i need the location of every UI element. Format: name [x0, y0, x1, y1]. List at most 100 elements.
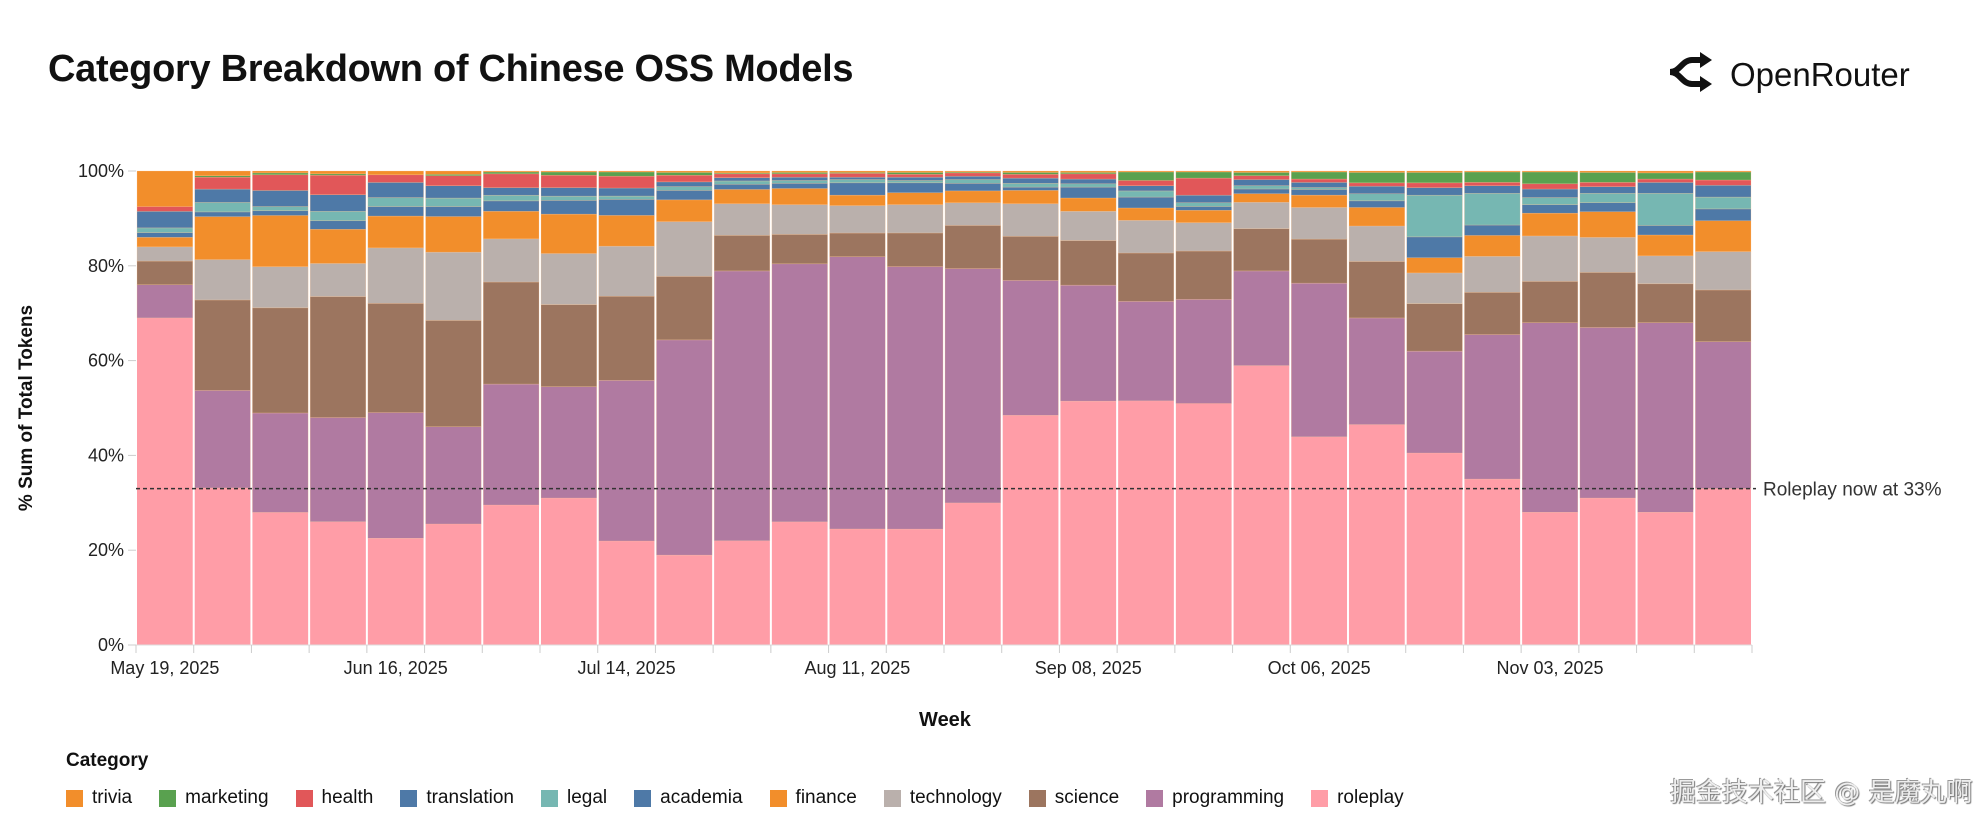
bar-segment-legal [771, 180, 828, 184]
bar-segment-legal [1002, 183, 1059, 188]
bar-segment-finance [1637, 234, 1694, 257]
bar-segment-health [1579, 182, 1636, 187]
bar-segment-translation [887, 176, 944, 181]
bar-segment-trivia [309, 170, 367, 175]
bar-segment-marketing [1695, 171, 1752, 181]
bar-segment-technology [1406, 272, 1463, 304]
bar-segment-marketing [1521, 171, 1579, 185]
bar-segment-trivia [1060, 170, 1117, 173]
bar-segment-legal [713, 180, 771, 185]
bar-segment-translation [656, 181, 713, 187]
bar-segment-trivia [1175, 170, 1232, 173]
bar-segment-marketing [1117, 171, 1175, 181]
bar-segment-programming [425, 426, 482, 525]
bar-stack [944, 170, 1001, 645]
bar-segment-trivia [1291, 170, 1348, 173]
bar-segment-translation [1579, 186, 1636, 194]
bar-segment-health [483, 173, 540, 188]
bar-segment-finance [1579, 211, 1636, 238]
bar-segment-science [771, 234, 828, 265]
bar-segment-marketing [1406, 172, 1463, 184]
bar-segment-trivia [1579, 170, 1636, 173]
bar-stack [136, 170, 193, 645]
bar-segment-trivia [656, 170, 713, 173]
bar-segment-programming [1406, 350, 1463, 454]
legend-label: legal [567, 787, 608, 808]
bar-segment-science [136, 260, 193, 286]
bar-segment-translation [252, 190, 309, 207]
bar-segment-science [598, 295, 655, 381]
bar-stack [1117, 170, 1175, 645]
legend-item-translation: translation [400, 787, 514, 809]
bar-segment-science [713, 235, 771, 272]
bar-segment-trivia [1521, 170, 1579, 173]
bar-segment-finance [1117, 207, 1175, 221]
bar-segment-health [1637, 178, 1694, 183]
bar-stack [483, 170, 540, 645]
bar-segment-legal [252, 206, 309, 212]
bar-segment-finance [136, 237, 193, 248]
bar-stack [1521, 170, 1579, 645]
bar-segment-marketing [1464, 171, 1521, 183]
openrouter-logo: OpenRouter [1668, 52, 1910, 97]
bar-segment-translation [1291, 182, 1348, 188]
watermark: 掘金技术社区 @ 是魔丸啊 [1670, 778, 1973, 808]
bar-segment-marketing [1637, 172, 1694, 180]
bar-segment-science [367, 303, 424, 413]
bar-stack [713, 170, 771, 645]
legend-item-technology: technology [883, 787, 1002, 809]
bar-segment-roleplay [310, 521, 366, 645]
bar-segment-trivia [1002, 170, 1059, 173]
bar-stack [771, 170, 828, 645]
bar-segment-roleplay [598, 541, 655, 645]
bar-segment-legal [656, 186, 713, 191]
bar-segment-legal [136, 227, 193, 233]
bar-segment-trivia [1406, 170, 1463, 173]
x-axis: May 19, 2025 Jun 16, 2025 Jul 14, 2025 Aug … [110, 644, 1753, 678]
bar-segment-finance [1002, 190, 1059, 204]
bar-segment-technology [194, 259, 251, 301]
y-tick-label: 100% [78, 161, 124, 181]
bar-segment-legal [1695, 196, 1752, 210]
bar-stack [1175, 170, 1232, 645]
bar-segment-academia [252, 210, 309, 216]
bar-segment-trivia [1637, 170, 1694, 174]
bar-segment-technology [1637, 255, 1694, 285]
bar-segment-academia [771, 183, 828, 189]
bar-segment-technology [136, 246, 193, 262]
legend-item-science: science [1028, 787, 1119, 809]
bar-segment-science [1060, 240, 1117, 286]
bar-segment-legal [944, 179, 1001, 184]
legend-swatch [1028, 789, 1046, 807]
bar-segment-legal [887, 180, 944, 184]
bar-segment-health [598, 175, 655, 189]
bar-segment-roleplay [1464, 479, 1521, 645]
bar-segment-roleplay [829, 528, 886, 645]
bar-segment-technology [1060, 210, 1117, 241]
bar-segment-health [252, 174, 309, 191]
bar-segment-health [425, 175, 482, 186]
bar-segment-trivia [1464, 170, 1521, 173]
bar-segment-marketing [598, 171, 655, 177]
bar-segment-health [1060, 173, 1117, 180]
bar-segment-translation [1637, 182, 1694, 194]
legend-swatch [883, 789, 901, 807]
bar-segment-translation [1175, 194, 1232, 203]
legend-swatch [769, 789, 787, 807]
legend-swatch [1146, 789, 1164, 807]
bar-segment-translation [483, 187, 540, 196]
bar-segment-legal [483, 194, 540, 202]
bar-stack [1579, 170, 1636, 645]
bar-segment-legal [829, 179, 886, 184]
bar-stack [309, 170, 367, 645]
bar-segment-technology [887, 204, 944, 234]
bar-segment-academia [829, 182, 886, 196]
bar-stack [887, 170, 944, 645]
bar-segment-technology [1233, 202, 1290, 230]
bar-segment-translation [1060, 178, 1117, 185]
stacked-bar-chart: 0% 20% 40% 60% 80% 100% May 19, 2025 Jun 16, 2… [16, 161, 1942, 731]
bar-segment-academia [1579, 202, 1636, 213]
bar-segment-finance [1695, 220, 1752, 252]
bar-segment-trivia [1348, 170, 1405, 173]
bar-segment-science [483, 281, 540, 385]
